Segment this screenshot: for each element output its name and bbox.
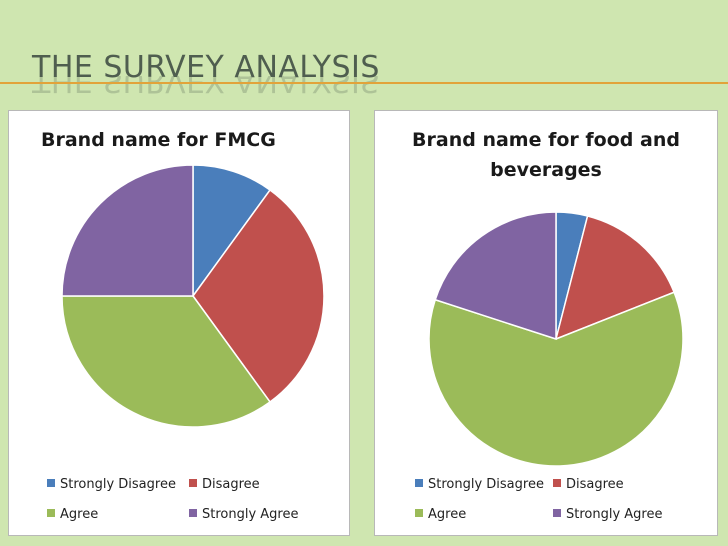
chart-title: Brand name for food and beverages	[412, 129, 680, 181]
legend-swatch	[415, 509, 423, 517]
legend-label: Disagree	[202, 477, 260, 492]
legend-item-disagree: Disagree	[189, 477, 260, 492]
legend-item-strongly-disagree: Strongly Disagree	[47, 477, 176, 492]
title-rule	[0, 82, 728, 84]
pie-chart-food-beverages	[428, 211, 684, 467]
chart-legend: Strongly Disagree Disagree Agree Strongl…	[415, 477, 715, 537]
legend-swatch	[189, 509, 197, 517]
legend-item-agree: Agree	[47, 507, 98, 522]
legend-item-agree: Agree	[415, 507, 466, 522]
pie-slice-disagree	[554, 215, 676, 341]
slide-title-reflection: THE SURVEY ANALYSIS	[32, 76, 380, 98]
chart-panel-fmcg: Brand name for FMCG Strongly Disagree Di…	[8, 110, 350, 536]
pie-slice-disagree	[192, 188, 325, 404]
legend-item-disagree: Disagree	[553, 477, 624, 492]
legend-swatch	[415, 479, 423, 487]
legend-swatch	[553, 509, 561, 517]
legend-label: Agree	[60, 507, 99, 522]
legend-label: Strongly Disagree	[60, 477, 176, 492]
legend-item-strongly-disagree: Strongly Disagree	[415, 477, 544, 492]
legend-swatch	[47, 509, 55, 517]
legend-label: Strongly Agree	[202, 507, 299, 522]
legend-swatch	[47, 479, 55, 487]
chart-legend: Strongly Disagree Disagree Agree Strongl…	[47, 477, 347, 537]
pie-slice-agree	[428, 291, 684, 467]
legend-label: Agree	[428, 507, 467, 522]
pie-slice-agree	[61, 295, 272, 428]
legend-swatch	[553, 479, 561, 487]
pie-chart-fmcg	[61, 164, 325, 428]
legend-label: Strongly Disagree	[428, 477, 544, 492]
pie-slice-strongly-agree	[434, 211, 557, 341]
legend-item-strongly-agree: Strongly Agree	[189, 507, 299, 522]
legend-swatch	[189, 479, 197, 487]
chart-title: Brand name for FMCG	[41, 129, 276, 151]
legend-item-strongly-agree: Strongly Agree	[553, 507, 663, 522]
legend-label: Strongly Agree	[566, 507, 663, 522]
chart-panel-food-beverages: Brand name for food and beverages Strong…	[374, 110, 718, 536]
legend-label: Disagree	[566, 477, 624, 492]
slide-title: THE SURVEY ANALYSIS	[32, 50, 380, 85]
pie-slice-strongly-disagree	[192, 164, 272, 299]
pie-slice-strongly-agree	[61, 164, 194, 297]
